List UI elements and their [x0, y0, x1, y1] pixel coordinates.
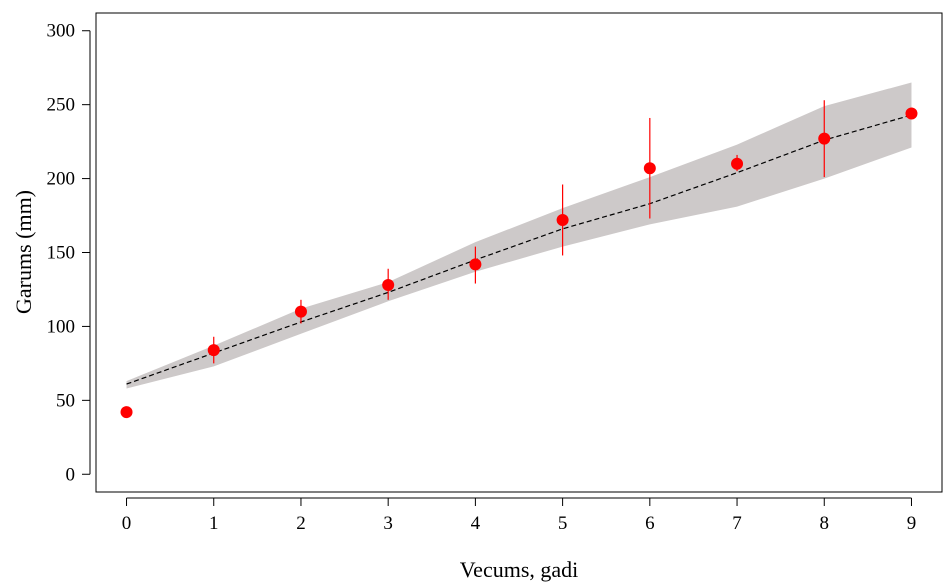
y-tick-label: 0: [66, 464, 76, 485]
confidence-band: [126, 82, 912, 389]
x-tick-label: 9: [907, 513, 917, 534]
data-point: [818, 132, 831, 145]
data-point: [643, 162, 656, 175]
y-axis-title: Garums (mm): [11, 190, 36, 314]
y-tick-label: 50: [56, 390, 75, 411]
y-tick-label: 200: [47, 169, 76, 190]
y-tick-label: 100: [47, 316, 76, 337]
data-point: [382, 279, 395, 292]
plot-frame: [95, 12, 943, 493]
fit-line: [126, 114, 912, 385]
x-tick-label: 2: [296, 513, 306, 534]
data-point: [120, 406, 133, 419]
y-tick-label: 300: [47, 21, 76, 42]
fit-line-layer: [126, 114, 912, 385]
data-point: [556, 213, 569, 226]
x-tick-label: 7: [732, 513, 742, 534]
x-axis-title: Vecums, gadi: [460, 557, 579, 582]
y-tick-label: 150: [47, 243, 76, 264]
data-point: [207, 344, 220, 357]
data-point: [905, 107, 918, 120]
y-tick-label: 250: [47, 95, 76, 116]
x-tick-label: 3: [383, 513, 393, 534]
x-tick-label: 5: [558, 513, 568, 534]
x-tick-label: 1: [209, 513, 219, 534]
data-points-layer: [120, 107, 918, 419]
data-point: [294, 305, 307, 318]
data-point: [731, 157, 744, 170]
y-axis: 0 50 100 150 200 250 300: [47, 21, 91, 485]
x-tick-label: 8: [820, 513, 830, 534]
x-tick-label: 6: [645, 513, 655, 534]
x-tick-label: 0: [122, 513, 132, 534]
x-tick-label: 4: [471, 513, 481, 534]
confidence-band-layer: [126, 82, 912, 389]
data-point: [469, 258, 482, 271]
x-axis: 0 1 2 3 4 5 6 7 8 9: [122, 497, 917, 534]
